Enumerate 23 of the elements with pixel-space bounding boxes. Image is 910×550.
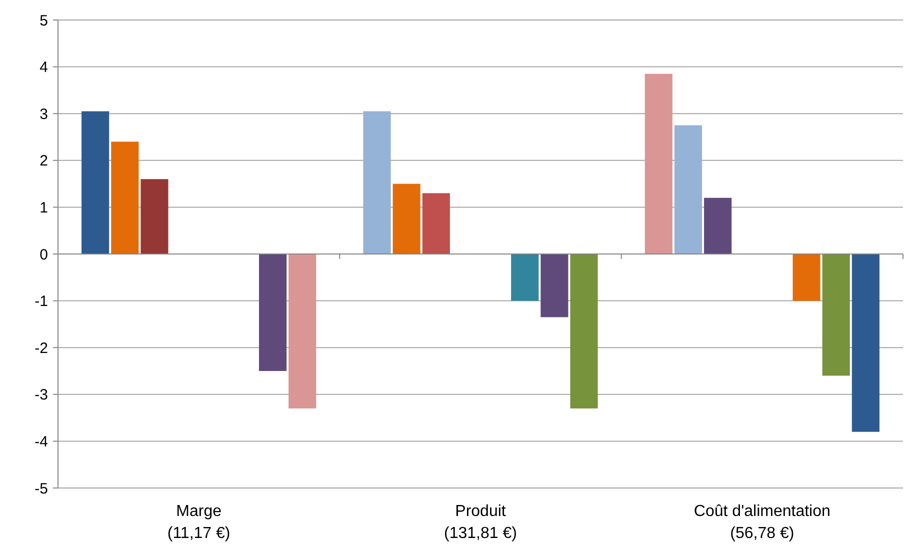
bar [422, 193, 450, 254]
bar [540, 254, 568, 318]
bar [570, 254, 598, 408]
y-tick-label: 3 [40, 106, 48, 123]
y-tick-label: 5 [40, 12, 48, 30]
y-tick-label: -4 [34, 433, 48, 450]
bar [363, 111, 391, 254]
y-tick-label: 2 [40, 152, 48, 170]
bar [392, 184, 420, 254]
y-tick-label: 1 [40, 199, 48, 216]
bar [140, 179, 168, 254]
y-tick-label: -1 [34, 293, 48, 310]
x-tick-label: Marge (11,17 €) [167, 503, 230, 542]
y-tick-label: -2 [34, 340, 48, 357]
y-tick-label: -5 [34, 480, 48, 498]
y-tick-label: 4 [40, 59, 48, 76]
y-tick-label: -3 [34, 386, 48, 404]
bar [111, 142, 139, 254]
bar [511, 254, 539, 301]
x-tick-label: Coût d'alimentation (56,78 €) [694, 503, 830, 542]
x-tick-label: Produit (131,81 €) [444, 503, 517, 542]
y-tick-label: 0 [40, 246, 48, 264]
bar [258, 254, 287, 371]
